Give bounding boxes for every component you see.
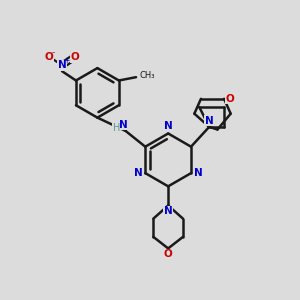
Text: +: + (63, 56, 70, 65)
Text: N: N (164, 121, 172, 131)
Text: N: N (164, 206, 172, 216)
Text: CH₃: CH₃ (139, 71, 155, 80)
Text: N: N (194, 168, 203, 178)
Text: O: O (44, 52, 53, 62)
Text: N: N (119, 120, 128, 130)
Text: O: O (164, 249, 172, 260)
Text: N: N (58, 60, 67, 70)
Text: -: - (52, 48, 55, 57)
Text: N: N (205, 116, 214, 126)
Text: H: H (112, 123, 120, 133)
Text: N: N (134, 168, 142, 178)
Text: O: O (71, 52, 80, 62)
Text: O: O (226, 94, 234, 104)
